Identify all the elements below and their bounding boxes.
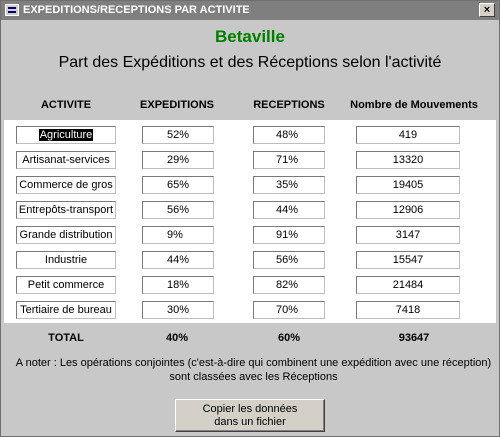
table-row: Grande distribution 9% 91% 3147 bbox=[4, 226, 496, 246]
mouvements-field[interactable]: 19405 bbox=[356, 176, 460, 194]
activite-field[interactable]: Artisanat-services bbox=[16, 151, 116, 169]
table-row: Industrie 44% 56% 15547 bbox=[4, 251, 496, 271]
activite-field[interactable]: Grande distribution bbox=[16, 226, 116, 244]
table-row: Entrepôts-transport 56% 44% 12906 bbox=[4, 201, 496, 221]
expeditions-field[interactable]: 29% bbox=[142, 151, 214, 169]
activite-field[interactable]: Agriculture bbox=[16, 126, 116, 144]
column-header-receptions: RECEPTIONS bbox=[253, 99, 325, 111]
mouvements-field[interactable]: 21484 bbox=[356, 276, 460, 294]
table-row: Agriculture 52% 48% 419 bbox=[4, 126, 496, 146]
column-header-activite: ACTIVITE bbox=[40, 99, 92, 111]
receptions-field[interactable]: 35% bbox=[253, 176, 325, 194]
table-row: Tertiaire de bureau 30% 70% 7418 bbox=[4, 301, 496, 321]
receptions-field[interactable]: 82% bbox=[253, 276, 325, 294]
table-row: Artisanat-services 29% 71% 13320 bbox=[4, 151, 496, 171]
mouvements-field[interactable]: 12906 bbox=[356, 201, 460, 219]
expeditions-field[interactable]: 18% bbox=[142, 276, 214, 294]
activity-table: Agriculture 52% 48% 419 Artisanat-servic… bbox=[4, 120, 496, 323]
mouvements-field[interactable]: 7418 bbox=[356, 301, 460, 319]
receptions-field[interactable]: 71% bbox=[253, 151, 325, 169]
mouvements-field[interactable]: 419 bbox=[356, 126, 460, 144]
expeditions-field[interactable]: 65% bbox=[142, 176, 214, 194]
total-receptions: 60% bbox=[277, 332, 301, 344]
receptions-field[interactable]: 44% bbox=[253, 201, 325, 219]
activite-field[interactable]: Commerce de gros bbox=[16, 176, 116, 194]
expeditions-field[interactable]: 30% bbox=[142, 301, 214, 319]
city-title: Betaville bbox=[215, 27, 285, 46]
activite-field[interactable]: Entrepôts-transport bbox=[16, 201, 116, 219]
page-subtitle: Part des Expéditions et des Réceptions s… bbox=[58, 54, 442, 71]
receptions-field[interactable]: 70% bbox=[253, 301, 325, 319]
total-mouvements: 93647 bbox=[398, 332, 430, 344]
receptions-field[interactable]: 56% bbox=[253, 251, 325, 269]
table-row: Petit commerce 18% 82% 21484 bbox=[4, 276, 496, 296]
title-bar: EXPEDITIONS/RECEPTIONS PAR ACTIVITE × bbox=[1, 1, 499, 20]
table-row: Commerce de gros 65% 35% 19405 bbox=[4, 176, 496, 196]
activite-field[interactable]: Industrie bbox=[16, 251, 116, 269]
expeditions-field[interactable]: 9% bbox=[142, 226, 214, 244]
table-form-icon bbox=[5, 4, 19, 16]
activite-value-selected: Agriculture bbox=[38, 129, 94, 141]
expeditions-field[interactable]: 52% bbox=[142, 126, 214, 144]
copy-button-line-2: dans un fichier bbox=[214, 416, 286, 428]
mouvements-field[interactable]: 13320 bbox=[356, 151, 460, 169]
column-header-expeditions: EXPEDITIONS bbox=[140, 99, 214, 111]
close-icon: × bbox=[483, 4, 491, 16]
copy-button-line-1: Copier les données bbox=[202, 403, 298, 415]
activite-field[interactable]: Tertiaire de bureau bbox=[16, 301, 116, 319]
total-expeditions: 40% bbox=[165, 332, 189, 344]
info-note: A noter : Les opérations conjointes (c'e… bbox=[15, 357, 492, 383]
column-header-mouvements: Nombre de Mouvements bbox=[350, 99, 478, 111]
mouvements-field[interactable]: 15547 bbox=[356, 251, 460, 269]
expeditions-field[interactable]: 56% bbox=[142, 201, 214, 219]
receptions-field[interactable]: 91% bbox=[253, 226, 325, 244]
receptions-field[interactable]: 48% bbox=[253, 126, 325, 144]
expeditions-field[interactable]: 44% bbox=[142, 251, 214, 269]
mouvements-field[interactable]: 3147 bbox=[356, 226, 460, 244]
copy-data-button[interactable]: Copier les données dans un fichier bbox=[175, 399, 325, 432]
total-label: TOTAL bbox=[48, 332, 84, 344]
activite-field[interactable]: Petit commerce bbox=[16, 276, 116, 294]
window-title: EXPEDITIONS/RECEPTIONS PAR ACTIVITE bbox=[23, 4, 250, 16]
close-button[interactable]: × bbox=[479, 3, 495, 17]
